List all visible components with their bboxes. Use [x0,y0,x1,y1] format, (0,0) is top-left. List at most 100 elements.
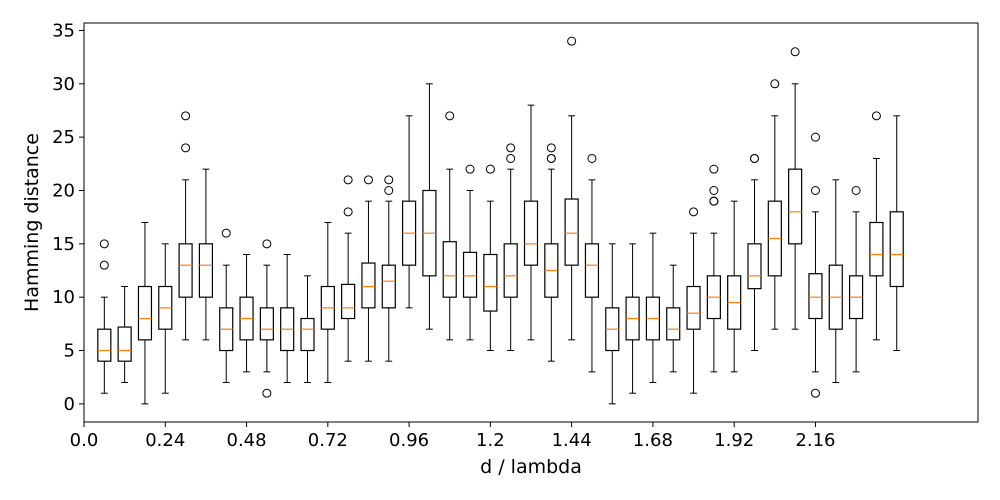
box-20 [503,143,518,352]
x-tick-label: 1.2 [476,430,505,451]
y-axis-label: Hamming distance [21,133,43,312]
iqr-box [300,317,315,352]
outlier-point [567,36,577,46]
outlier-point [384,175,394,185]
outlier-point [810,132,820,142]
x-tick-label: 2.16 [795,430,835,451]
box-38 [869,111,884,341]
outlier-point [181,111,191,121]
iqr-box [442,241,457,298]
box-33 [767,79,782,330]
y-tick-label: 5 [64,341,75,362]
x-tick-label: 0.0 [70,430,99,451]
iqr-box [117,326,132,362]
outlier-point [790,47,800,57]
box-26 [625,243,640,394]
iqr-box [869,221,884,277]
box-15 [401,115,417,309]
box-10 [300,275,315,384]
y-tick-label: 35 [52,20,75,41]
box-11 [320,222,335,384]
box-30 [706,164,721,373]
x-tick-label: 0.72 [308,430,348,451]
outlier-point [587,153,597,163]
iqr-box [564,198,579,266]
box-27 [645,232,661,384]
box-17 [442,111,457,341]
box-37 [848,185,864,373]
box-24 [584,153,600,373]
box-6 [219,228,234,384]
outlier-point [343,207,353,217]
iqr-box [198,243,214,298]
box-19 [483,164,498,352]
outlier-point [262,388,272,398]
iqr-box [483,253,498,312]
box-29 [686,207,701,394]
y-tick-label: 25 [52,127,75,148]
outlier-point [485,164,495,174]
x-tick-label: 0.24 [145,430,185,451]
x-tick-label: 1.44 [552,430,592,451]
box-31 [727,200,742,373]
x-axis: 0.0 0.24 0.48 0.72 0.96 1.2 1.44 1.68 1.92 2.16 [70,422,835,451]
y-tick-label: 10 [52,287,75,308]
box-18 [462,164,478,341]
iqr-box [503,243,518,298]
outlier-point [99,260,109,270]
iqr-box [97,328,112,362]
axes-frame [83,22,979,423]
outlier-point [262,239,272,249]
outlier-point [851,185,861,195]
iqr-box [686,285,701,330]
box-28 [666,264,681,373]
iqr-box [341,283,356,320]
iqr-box [584,243,600,298]
outlier-point [810,388,820,398]
x-tick-label: 0.96 [389,430,429,451]
plot-area [97,36,904,405]
iqr-box [381,264,396,309]
y-tick-label: 0 [64,394,75,415]
outlier-point [384,185,394,195]
iqr-box [137,285,153,341]
y-tick-label: 20 [52,180,75,201]
iqr-box [178,243,193,298]
box-36 [828,179,843,384]
outlier-point [709,164,719,174]
box-21 [523,104,539,341]
box-39 [889,115,904,352]
outlier-point [343,175,353,185]
outlier-point [810,185,820,195]
iqr-box [666,307,681,341]
outlier-point [99,239,109,249]
iqr-box [361,262,376,309]
outlier-point [871,111,881,121]
x-tick-label: 1.92 [714,430,754,451]
iqr-box [523,200,539,266]
iqr-box [808,273,823,320]
outlier-point [445,111,455,121]
outlier-point [506,143,516,153]
box-2 [137,222,153,405]
box-13 [361,175,376,362]
y-tick-label: 30 [52,74,75,95]
outlier-point [689,207,699,217]
iqr-box [889,211,904,288]
box-16 [422,83,437,330]
box-3 [158,243,173,394]
iqr-box [788,168,803,245]
outlier-point [709,196,719,206]
box-1 [117,286,132,384]
iqr-box [259,307,274,341]
x-axis-label: d / lambda [480,456,582,478]
x-tick-label: 0.48 [227,430,267,451]
box-22 [544,143,559,362]
box-35 [808,132,823,398]
box-34 [788,47,803,330]
iqr-box [747,243,762,290]
outlier-point [546,153,556,163]
y-tick-label: 15 [52,234,75,255]
box-9 [280,254,295,384]
